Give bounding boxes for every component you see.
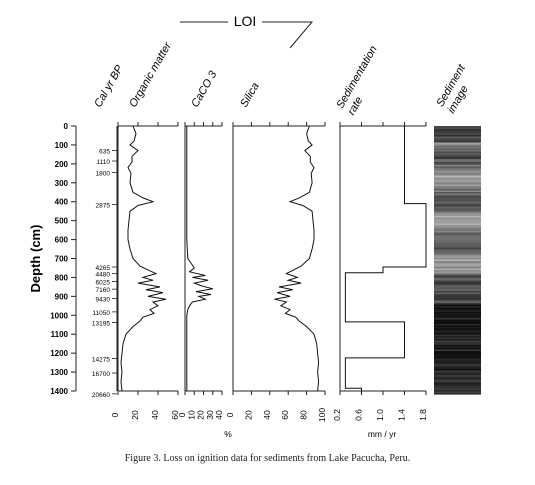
age-tick-label: 2875	[96, 203, 111, 210]
depth-tick-label: 600	[55, 236, 69, 245]
x-tick-label: 1.8	[418, 409, 428, 421]
age-tick-label: 6025	[96, 280, 111, 287]
x-tick-label: 0.6	[354, 409, 364, 421]
x-tick-label: 0	[225, 412, 235, 417]
x-tick-label: 0	[177, 412, 187, 417]
x-tick-label: 80	[299, 410, 309, 420]
depth-tick-label: 100	[55, 141, 69, 150]
age-tick-label: 14275	[92, 356, 110, 363]
depth-tick-label: 1400	[50, 387, 68, 396]
age-tick-label: 635	[99, 149, 110, 156]
age-tick-label: 9430	[96, 297, 111, 304]
age-tick-label: 4265	[96, 265, 111, 272]
x-tick-label: 0	[110, 412, 120, 417]
plot-area: 0100200300400500600700800900100011001200…	[28, 39, 479, 439]
caco3-title: CaCO 3	[189, 68, 220, 109]
x-tick-label: 60	[280, 410, 290, 420]
sediment-image-title: Sedimentimage	[434, 62, 479, 116]
x-tick-label: 100	[317, 408, 327, 422]
x-tick-label: 20	[130, 410, 140, 420]
age-tick-label: 1800	[96, 170, 111, 177]
age-tick-label: 20660	[92, 392, 110, 399]
percent-axis-label: %	[224, 429, 232, 439]
age-tick-label: 16700	[92, 371, 110, 378]
depth-tick-label: 300	[55, 179, 69, 188]
depth-tick-label: 0	[64, 122, 69, 131]
sedimentation-unit-label: mm / yr	[368, 429, 396, 439]
depth-tick-label: 800	[55, 273, 69, 282]
x-tick-label: 20	[243, 410, 253, 420]
caco3-series-line	[186, 126, 213, 391]
depth-tick-label: 1000	[50, 311, 68, 320]
sedimentation-rate-series-line	[344, 126, 427, 394]
age-tick-label: 7160	[96, 287, 111, 294]
x-tick-label: 30	[205, 410, 215, 420]
x-tick-label: 20	[196, 410, 206, 420]
figure-caption: Figure 3. Loss on ignition data for sedi…	[124, 453, 411, 464]
depth-tick-label: 900	[55, 292, 69, 301]
organic-matter-series-line	[120, 125, 167, 392]
sedimentation-rate-title: Sedimentationrate	[334, 44, 391, 117]
depth-tick-label: 500	[55, 217, 69, 226]
age-tick-label: 11050	[92, 310, 110, 317]
age-tick-label: 4480	[96, 272, 111, 279]
depth-tick-label: 400	[55, 198, 69, 207]
x-tick-label: 0.2	[332, 409, 342, 421]
depth-tick-label: 1100	[51, 330, 69, 339]
x-tick-label: 40	[214, 410, 224, 420]
x-tick-label: 40	[150, 410, 160, 420]
depth-axis-title: Depth (cm)	[28, 225, 43, 293]
x-tick-label: 1.0	[375, 409, 385, 421]
organic-matter-title: Organic matter	[127, 39, 174, 109]
x-tick-label: 40	[262, 410, 272, 420]
depth-tick-label: 1200	[50, 349, 68, 358]
x-tick-label: 10	[186, 410, 196, 420]
sediment-core-image	[434, 126, 481, 395]
silica-title: Silica	[238, 81, 262, 110]
age-tick-label: 1110	[97, 159, 111, 166]
depth-tick-label: 1300	[50, 368, 68, 377]
depth-tick-label: 200	[55, 160, 69, 169]
x-tick-label: 60	[170, 410, 180, 420]
age-axis-title: Cal yr BP	[92, 63, 126, 110]
loi-bracket: LOI	[180, 13, 314, 49]
x-tick-label: 1.4	[397, 409, 407, 421]
silica-series-line	[274, 125, 320, 392]
age-tick-label: 13195	[92, 320, 110, 327]
loi-label: LOI	[234, 13, 257, 29]
depth-tick-label: 700	[55, 255, 69, 264]
